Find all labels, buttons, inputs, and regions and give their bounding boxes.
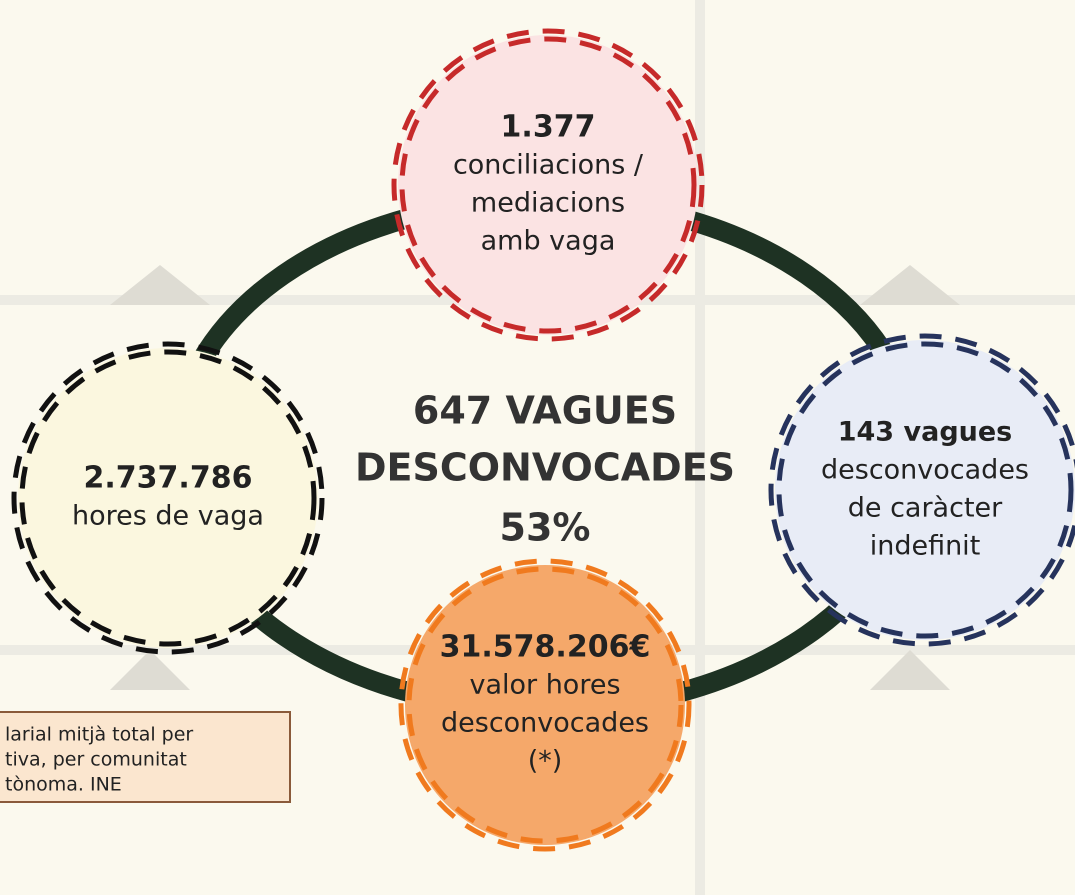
center-line: 53% (500, 506, 591, 550)
node-line: amb vaga (481, 226, 616, 257)
note-line: larial mitjà total per (5, 724, 193, 746)
node-value: 31.578.206€ (440, 630, 651, 665)
bg-triangle (110, 265, 210, 305)
node-circle (775, 340, 1075, 640)
note-box (0, 711, 291, 803)
node-border (19, 349, 317, 647)
node-circle (405, 565, 685, 845)
node-border (776, 341, 1074, 639)
bg-triangle (870, 650, 950, 690)
bg-triangle (860, 265, 960, 305)
node-border (11, 341, 325, 655)
node-border (406, 566, 684, 844)
node-line: desconvocades (441, 708, 649, 739)
note-line: tiva, per comunitat (5, 749, 187, 771)
node-line: mediacions (471, 188, 625, 219)
node-line: (*) (528, 746, 563, 777)
node-line: hores de vaga (72, 501, 264, 532)
node-circle (398, 35, 698, 335)
center-line: 647 VAGUES (413, 389, 677, 433)
center-text: 647 VAGUES DESCONVOCADES 53% (355, 389, 735, 550)
node-border (768, 333, 1075, 647)
node-line: de caràcter (848, 493, 1003, 524)
node-line: indefinit (870, 531, 981, 562)
node-value: 2.737.786 (84, 461, 253, 496)
node-border (391, 28, 705, 342)
center-line: DESCONVOCADES (355, 446, 735, 490)
node-line: desconvocades (821, 455, 1029, 486)
node-border (399, 36, 697, 334)
node-border (398, 558, 692, 852)
node-circle (18, 348, 318, 648)
node-value: 1.377 (501, 110, 596, 145)
note-line: tònoma. INE (5, 774, 122, 796)
node-line: valor hores (469, 670, 620, 701)
node-value: 143 vagues (838, 417, 1013, 448)
bg-triangle (110, 650, 190, 690)
node-line: conciliacions / (453, 150, 644, 181)
